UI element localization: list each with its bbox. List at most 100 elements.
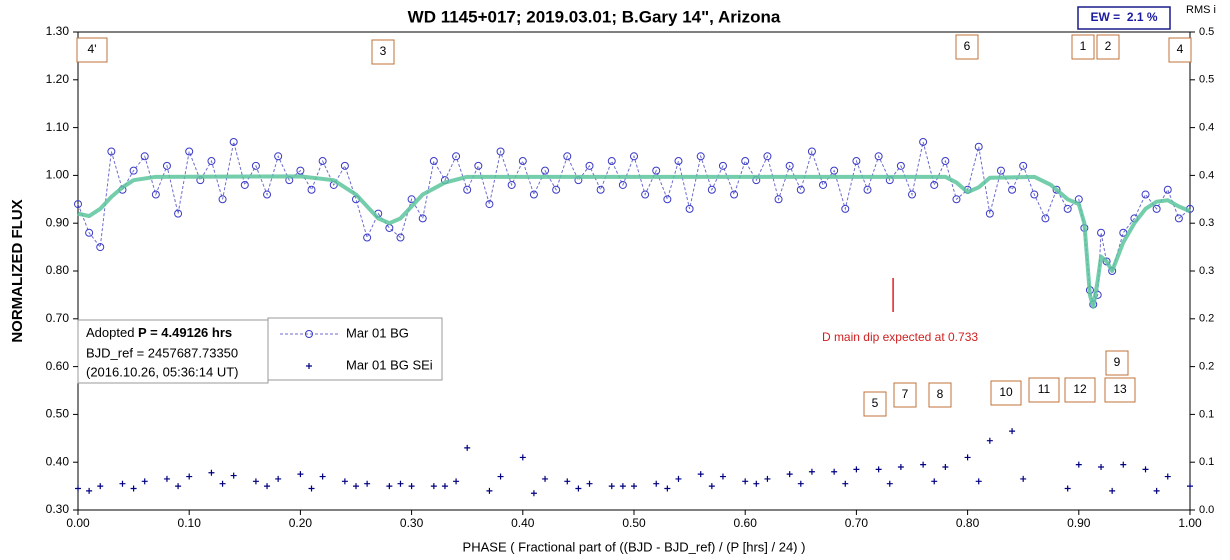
y2-tick-label: 0.0 (1199, 504, 1214, 516)
flux-point (952, 195, 961, 204)
flux-point (718, 161, 727, 170)
flux-point (140, 152, 149, 161)
sei-point (897, 463, 904, 470)
info-period-value: P = 4.49126 hrs (138, 325, 232, 340)
sei-point (719, 473, 726, 480)
flux-point (1152, 204, 1161, 213)
flux-point (363, 233, 372, 242)
x-tick-label: 0.50 (622, 516, 646, 530)
legend-label: Mar 01 BG (346, 325, 409, 340)
annotation-box (1064, 377, 1096, 403)
flux-point (240, 180, 249, 189)
y2-tick-label: 0.1 (1199, 456, 1214, 468)
annotation-label: 7 (902, 387, 909, 401)
legend-box (267, 317, 443, 381)
x-tick-label: 0.40 (511, 516, 535, 530)
sei-point (486, 487, 493, 494)
sei-point (497, 473, 504, 480)
sei-point (341, 478, 348, 485)
annotation-box (1028, 377, 1060, 403)
x-tick-label: 0.20 (289, 516, 313, 530)
flux-point (819, 180, 828, 189)
flux-point (618, 180, 627, 189)
flux-point (1052, 185, 1061, 194)
sei-point (408, 483, 415, 490)
x-axis-label: PHASE ( Fractional part of ((BJD - BJD_r… (463, 539, 806, 554)
flux-point (1030, 190, 1039, 199)
flux-point (996, 166, 1005, 175)
flux-point (407, 195, 416, 204)
sei-point (208, 469, 215, 476)
annotation-box (863, 391, 887, 417)
info-bjd: BJD_ref = 2457687.73350 (86, 345, 238, 360)
flux-point (919, 137, 928, 146)
flux-point (741, 157, 750, 166)
model-curve (77, 174, 1191, 309)
sei-point (1109, 487, 1116, 494)
sei-point (920, 461, 927, 468)
annotation-box (955, 34, 979, 60)
x-tick-label: 0.80 (956, 516, 980, 530)
x-tick-label: 0.70 (845, 516, 869, 530)
sei-point (742, 478, 749, 485)
sei-point (430, 483, 437, 490)
annotation-label: 8 (937, 387, 944, 401)
sei-point (252, 478, 259, 485)
flux-point (1174, 214, 1183, 223)
sei-point (886, 480, 893, 487)
sei-point (975, 478, 982, 485)
flux-point (1008, 185, 1017, 194)
sei-point (608, 483, 615, 490)
legend-marker (305, 330, 313, 338)
annotation-label: 4 (1177, 42, 1184, 56)
flux-point (1141, 190, 1150, 199)
y-tick-label: 0.90 (46, 215, 70, 229)
flux-point (85, 228, 94, 237)
sei-point (75, 485, 81, 492)
flux-point (863, 185, 872, 194)
flux-point (452, 152, 461, 161)
sei-point (842, 480, 849, 487)
annotation-label: 10 (999, 385, 1013, 399)
annotation-label: 9 (1114, 355, 1121, 369)
ew-box (1077, 6, 1171, 30)
sei-point (297, 471, 304, 478)
y2-axis-label: RMS i (1186, 4, 1216, 16)
sei-point (1187, 483, 1193, 490)
flux-point (596, 185, 605, 194)
flux-point (474, 161, 483, 170)
flux-point (485, 200, 494, 209)
y-tick-label: 0.30 (46, 502, 70, 516)
annotation-box (1071, 34, 1095, 60)
sei-point (264, 483, 271, 490)
sei-point (697, 471, 704, 478)
flux-point (641, 190, 650, 199)
info-prefix: Adopted (86, 325, 138, 340)
sei-point (542, 475, 549, 482)
sei-point (875, 466, 882, 473)
flux-point (896, 161, 905, 170)
y-tick-label: 0.60 (46, 359, 70, 373)
y2-tick-label: 0.5 (1199, 26, 1214, 38)
flux-point (830, 166, 839, 175)
sei-point (519, 454, 526, 461)
sei-point (831, 468, 838, 475)
flux-point (663, 195, 672, 204)
sei-point (808, 468, 815, 475)
flux-point (429, 157, 438, 166)
flux-point (807, 147, 816, 156)
flux-point (151, 190, 160, 199)
flux-point (852, 157, 861, 166)
flux-point (630, 152, 638, 161)
sei-point (530, 490, 537, 497)
flux-point (174, 209, 183, 218)
annotation-label: 5 (872, 396, 879, 410)
sei-point (308, 485, 315, 492)
flux-point (96, 243, 105, 252)
flux-point (785, 161, 794, 170)
sei-point (1120, 461, 1127, 468)
flux-point (1163, 185, 1172, 194)
annotation-label: 6 (964, 39, 971, 53)
sei-point (230, 472, 237, 479)
sei-point (764, 475, 771, 482)
